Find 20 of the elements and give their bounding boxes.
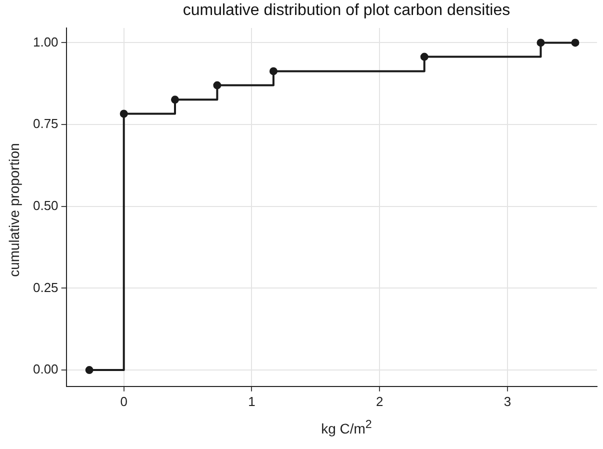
y-axis-title: cumulative proportion [6,143,22,277]
y-tick-label: 0.75 [32,116,58,132]
point [420,52,428,61]
point [571,38,580,47]
point [269,67,278,76]
x-tick-label: 0 [120,394,128,409]
point [85,366,94,374]
x-tick-label: 3 [504,394,512,409]
x-tick-label: 2 [376,394,384,409]
point [120,110,128,118]
x-axis-title: kg C/m$^{2}$ [320,418,373,437]
x-tick-label: 1 [248,394,256,409]
y-tick-label: 0.50 [32,198,58,213]
y-tick-label: 0.25 [32,280,58,295]
chart-title: cumulative distribution of plot carbon densities [182,2,512,20]
y-tick-label: 1.00 [32,34,58,50]
point [171,96,179,104]
y-tick-label: 0.00 [32,362,58,377]
point [536,38,545,47]
point [213,81,222,90]
